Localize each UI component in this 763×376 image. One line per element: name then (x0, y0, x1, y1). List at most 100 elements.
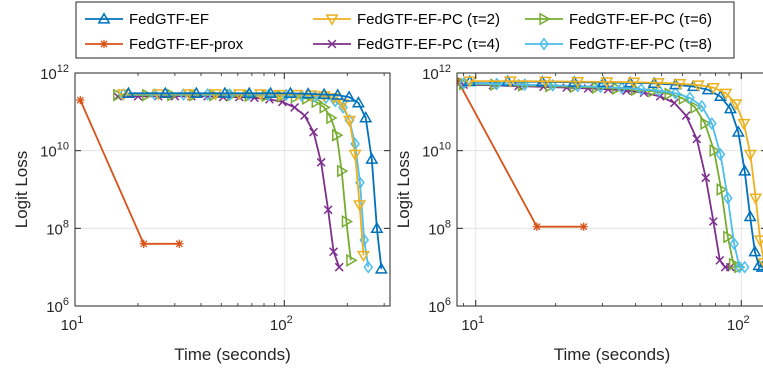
data-point-fedgtf-ef (370, 221, 384, 233)
data-point-fedgtf-ef-pc-8 (722, 191, 733, 205)
legend-label: FedGTF-EF-PC (τ=4) (357, 36, 500, 53)
data-point-fedgtf-ef-pc-8 (715, 147, 726, 161)
data-point-fedgtf-ef-pc-8 (363, 260, 374, 274)
data-point-fedgtf-ef-pc-6 (690, 100, 702, 114)
plot-area (75, 73, 390, 306)
data-point-fedgtf-ef-pc-8 (519, 78, 530, 92)
data-point-fedgtf-ef-pc-2 (729, 99, 743, 111)
data-point-fedgtf-ef-pc-4 (323, 205, 333, 215)
legend-label: FedGTF-EF-PC (τ=6) (569, 11, 712, 28)
data-point-fedgtf-ef-pc-4 (669, 98, 679, 108)
series-group (457, 74, 763, 274)
data-point-fedgtf-ef (755, 260, 763, 272)
data-point-fedgtf-ef-pc-2 (336, 99, 350, 111)
data-point-fedgtf-ef-pc-2 (317, 91, 331, 103)
data-point-fedgtf-ef (731, 125, 745, 137)
data-point-fedgtf-ef-pc-2 (673, 79, 687, 91)
data-point-fedgtf-ef-pc-2 (182, 89, 196, 101)
y-axis-label: Logit Loss (394, 151, 413, 229)
legend-item-fedgtf-ef-pc-8: FedGTF-EF-PC (τ=8) (525, 36, 712, 53)
data-point-fedgtf-ef-pc-2 (651, 78, 665, 90)
data-point-fedgtf-ef (317, 87, 331, 100)
data-point-fedgtf-ef-pc-8 (729, 237, 739, 251)
data-point-fedgtf-ef (374, 262, 388, 274)
data-point-fedgtf-ef-pc-2 (209, 89, 223, 101)
legend-item-fedgtf-ef: FedGTF-EF (85, 11, 209, 28)
data-point-fedgtf-ef-pc-2 (749, 193, 763, 205)
legend-box (75, 1, 735, 59)
legend-label: FedGTF-EF-PC (τ=8) (569, 36, 712, 53)
data-point-fedgtf-ef-pc-8 (617, 81, 627, 95)
y-axis-label: Logit Loss (12, 151, 31, 229)
data-point-fedgtf-ef (242, 86, 256, 98)
data-point-fedgtf-ef-pc-2 (343, 115, 357, 128)
series-group (76, 86, 388, 274)
data-point-fedgtf-ef-pc-4 (290, 102, 300, 112)
legend-marker (97, 12, 111, 24)
data-point-fedgtf-ef-pc-4 (334, 262, 344, 272)
data-point-fedgtf-ef-pc-2 (463, 76, 477, 88)
data-point-fedgtf-ef-pc-2 (503, 76, 517, 88)
x-axis-label: Time (seconds) (174, 345, 291, 364)
data-point-fedgtf-ef (748, 245, 762, 257)
data-point-fedgtf-ef-pc-2 (254, 89, 268, 101)
data-point-fedgtf-ef-prox (457, 77, 463, 86)
data-point-fedgtf-ef-pc-6 (728, 257, 741, 271)
data-point-fedgtf-ef-pc-2 (116, 89, 130, 101)
data-point-fedgtf-ef-pc-2 (600, 77, 614, 89)
data-point-fedgtf-ef (738, 164, 752, 176)
data-point-fedgtf-ef-pc-4 (701, 173, 711, 183)
data-point-fedgtf-ef-pc-6 (326, 111, 338, 125)
data-point-fedgtf-ef-pc-4 (715, 255, 725, 265)
data-point-fedgtf-ef-pc-2 (348, 149, 362, 162)
y-tick-label: 108 (428, 218, 451, 238)
data-point-fedgtf-ef-pc-2 (743, 149, 757, 162)
data-point-fedgtf-ef-pc-4 (681, 111, 691, 121)
data-point-fedgtf-ef (283, 86, 297, 98)
y-tick-label: 1010 (40, 141, 69, 161)
data-point-fedgtf-ef-pc-8 (572, 79, 583, 93)
plot-panel-2: 101 102 106 108 1010 1012 Time (seconds) Logit … (394, 63, 763, 364)
x-tick-label: 102 (270, 314, 293, 334)
data-point-fedgtf-ef (365, 152, 379, 164)
data-point-fedgtf-ef-pc-4 (316, 157, 326, 167)
data-point-fedgtf-ef (331, 88, 345, 100)
data-point-fedgtf-ef-pc-2 (691, 80, 705, 92)
data-point-fedgtf-ef-pc-6 (723, 230, 735, 244)
y-tick-label: 1012 (422, 63, 451, 83)
data-point-fedgtf-ef-pc-6 (332, 128, 344, 142)
data-point-fedgtf-ef-pc-6 (664, 87, 676, 101)
data-point-fedgtf-ef-pc-8 (684, 91, 695, 105)
data-point-fedgtf-ef-prox (532, 222, 542, 231)
data-point-fedgtf-ef-pc-4 (329, 247, 339, 257)
y-tick-label: 106 (46, 296, 69, 316)
y-tick-label: 1010 (422, 141, 451, 161)
x-minor-ticks (137, 73, 385, 306)
data-point-fedgtf-ef-pc-6 (612, 81, 624, 95)
data-point-fedgtf-ef (189, 86, 203, 98)
y-tick-label: 106 (428, 296, 451, 316)
data-point-fedgtf-ef (301, 87, 315, 99)
axes-frame (74, 72, 391, 307)
legend-item-fedgtf-ef-pc-2: FedGTF-EF-PC (τ=2) (313, 11, 500, 28)
data-point-fedgtf-ef-pc-2 (305, 90, 319, 102)
legend-item-fedgtf-ef-pc-6: FedGTF-EF-PC (τ=6) (525, 11, 712, 28)
data-point-fedgtf-ef (218, 86, 232, 98)
data-point-fedgtf-ef-pc-2 (571, 76, 585, 89)
grid (75, 73, 390, 306)
data-point-fedgtf-ef-prox (175, 239, 184, 248)
data-point-fedgtf-ef-prox (139, 239, 148, 248)
data-point-fedgtf-ef-pc-2 (719, 88, 733, 101)
x-tick-label: 101 (61, 314, 84, 334)
data-point-fedgtf-ef-pc-2 (273, 89, 287, 102)
data-point-fedgtf-ef-prox (76, 95, 85, 105)
data-point-fedgtf-ef (342, 90, 356, 102)
data-point-fedgtf-ef-pc-2 (538, 76, 552, 89)
data-point-fedgtf-ef-pc-4 (692, 134, 702, 144)
x-tick-label: 101 (461, 314, 484, 334)
data-point-fedgtf-ef-pc-4 (708, 217, 718, 226)
data-point-fedgtf-ef-pc-8 (696, 99, 707, 113)
data-point-fedgtf-ef-pc-2 (737, 118, 751, 131)
x-minor-ticks (463, 73, 730, 306)
